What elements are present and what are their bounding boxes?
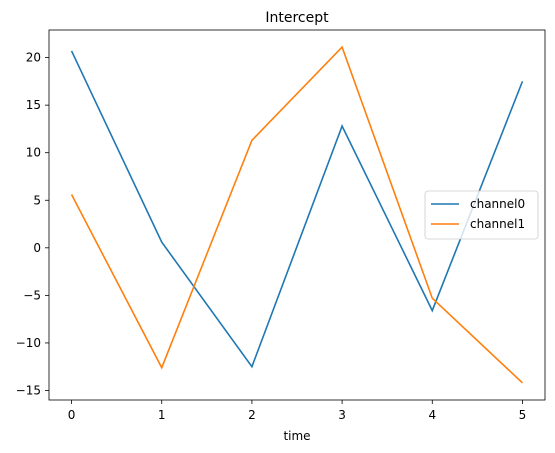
y-tick-label: 10 xyxy=(26,146,41,160)
x-tick-label: 3 xyxy=(338,408,346,422)
x-tick-label: 2 xyxy=(248,408,256,422)
legend: channel0 channel1 xyxy=(424,190,539,240)
legend-label-channel1: channel1 xyxy=(470,217,525,231)
x-tick-label: 4 xyxy=(428,408,436,422)
chart-title: Intercept xyxy=(265,10,329,26)
x-tick-label: 0 xyxy=(68,408,76,422)
series-line-channel1 xyxy=(70,45,523,384)
x-tick-label: 1 xyxy=(158,408,166,422)
y-tick-label: 0 xyxy=(33,241,41,255)
legend-box xyxy=(424,190,539,240)
x-axis: 0 1 2 3 4 5 xyxy=(68,400,527,422)
series-line-channel0 xyxy=(70,50,524,369)
y-tick-label: 15 xyxy=(26,98,41,112)
plot-area xyxy=(70,45,524,384)
x-axis-label: time xyxy=(283,429,310,443)
y-axis: −15 −10 −5 0 5 10 15 20 xyxy=(16,51,49,397)
y-tick-label: 5 xyxy=(33,193,41,207)
y-tick-label: 20 xyxy=(26,51,41,65)
legend-label-channel0: channel0 xyxy=(470,197,525,211)
y-tick-label: −10 xyxy=(16,336,41,350)
x-tick-label: 5 xyxy=(519,408,527,422)
y-tick-label: −5 xyxy=(23,288,41,302)
y-tick-label: −15 xyxy=(16,383,41,397)
plot-frame xyxy=(48,29,546,401)
